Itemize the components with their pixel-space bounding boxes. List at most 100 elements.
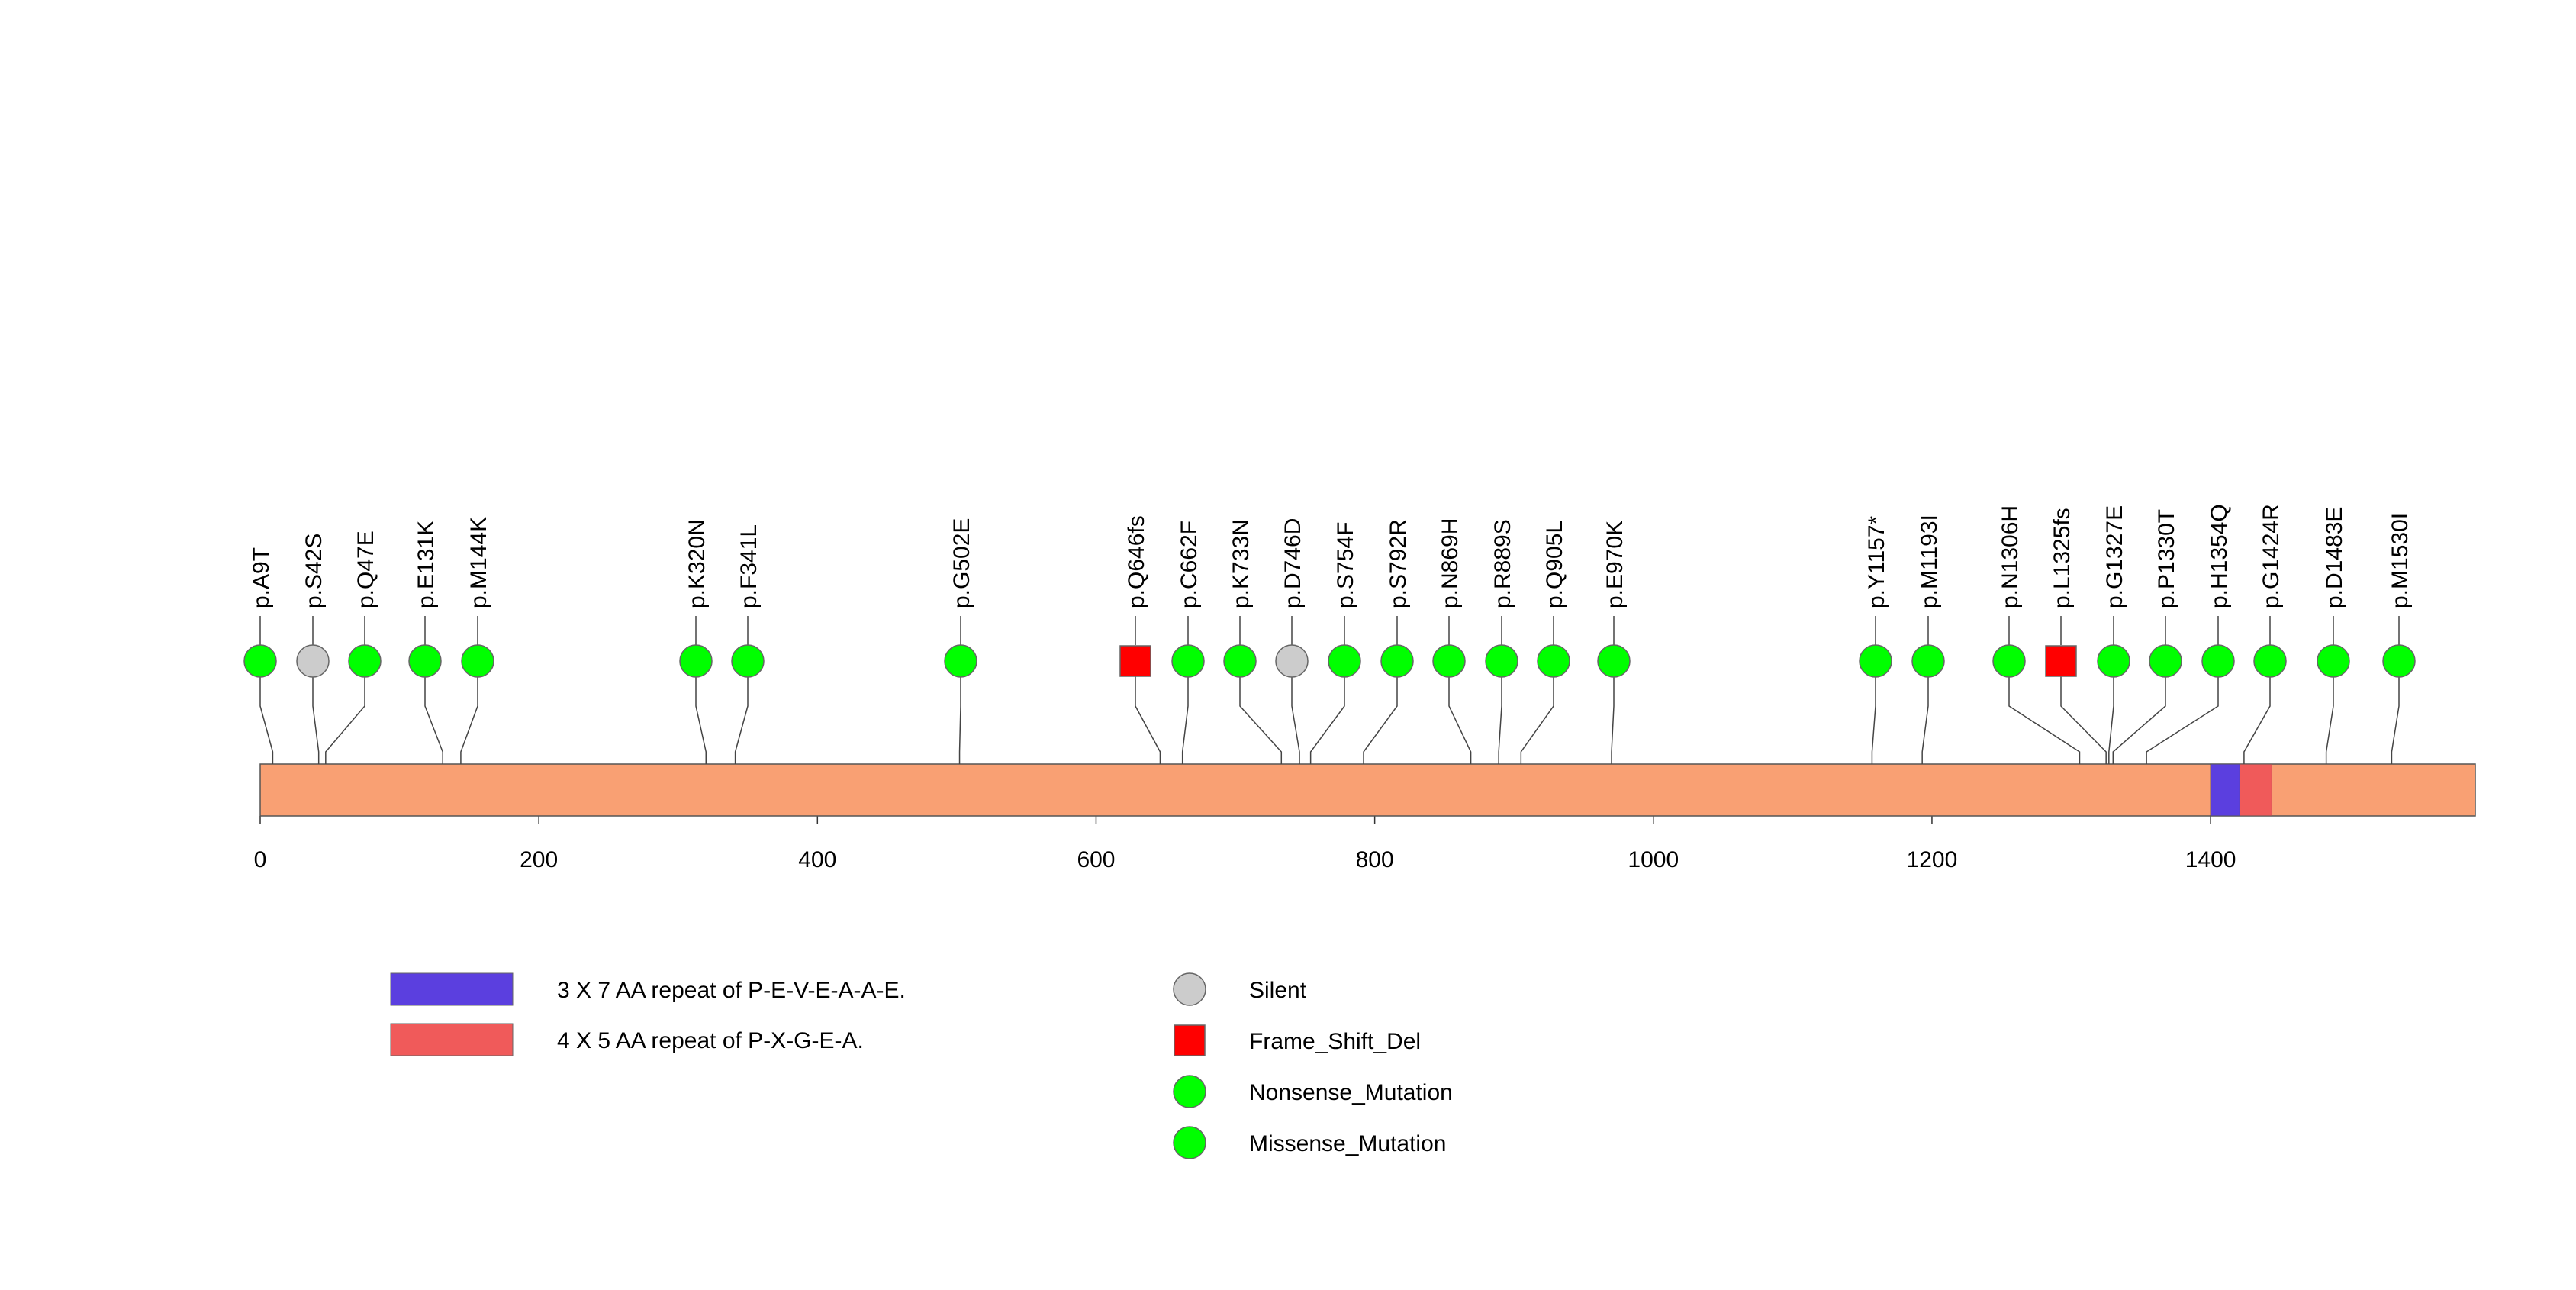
- lollipop-stem: [1871, 661, 1876, 764]
- protein-track: [259, 763, 2476, 817]
- lollipop-stem: [2325, 661, 2334, 764]
- lollipop-stem: [312, 661, 320, 764]
- lollipop: p.A9T: [243, 547, 277, 764]
- lollipop: p.M1530I: [2382, 513, 2416, 764]
- lollipop-stem: [1498, 661, 1502, 764]
- lollipop: p.H1354Q: [2146, 504, 2235, 764]
- mutation-label: p.M1530I: [2388, 513, 2413, 608]
- mutation-label: p.K320N: [684, 519, 710, 608]
- mutation-square-marker: [1119, 645, 1151, 677]
- x-tick-label-400: 400: [798, 847, 836, 872]
- lollipop: p.N869H: [1432, 518, 1472, 764]
- x-axis: 0 200 400 600 800 1000 1200 1400: [254, 816, 2236, 872]
- lollipop-stem: [2112, 661, 2166, 764]
- lollipop: p.Q646fs: [1119, 515, 1161, 764]
- lollipop-stem: [1363, 661, 1398, 764]
- mutation-label: p.R889S: [1490, 519, 1515, 608]
- mutation-circle-marker: [348, 644, 382, 678]
- mutation-label: p.N1306H: [1998, 505, 2023, 608]
- mutation-circle-marker: [1485, 644, 1518, 678]
- mutation-label: p.G502E: [949, 518, 974, 608]
- mutation-circle-marker: [2097, 644, 2130, 678]
- mutation-label: p.E970K: [1602, 521, 1628, 608]
- mutation-label: p.Q47E: [353, 531, 378, 608]
- domain-2: [2239, 763, 2272, 817]
- mutation-circle-marker: [243, 644, 277, 678]
- legend-circle-icon: [1173, 1075, 1206, 1108]
- lollipop: p.K733N: [1223, 519, 1283, 764]
- mutation-circle-marker: [1992, 644, 2026, 678]
- lollipop: p.E970K: [1597, 521, 1631, 764]
- lollipop: p.M144K: [460, 517, 494, 764]
- mutation-label: p.M144K: [466, 517, 491, 608]
- lollipop-stem: [2060, 661, 2107, 764]
- lollipop: p.D746D: [1275, 518, 1309, 764]
- x-tick-label-600: 600: [1077, 847, 1115, 872]
- domain-1: [2210, 763, 2240, 817]
- mutation-circle-marker: [1537, 644, 1570, 678]
- mutation-label: p.Q646fs: [1124, 515, 1149, 608]
- legend-type-label: Missense_Mutation: [1249, 1131, 1446, 1156]
- lollipop-stem: [1181, 661, 1189, 764]
- lollipop: p.D1483E: [2317, 507, 2350, 764]
- mutation-label: p.M1193I: [1917, 514, 1942, 608]
- legend-domain-swatch: [390, 972, 514, 1006]
- lollipop: p.M1193I: [1911, 514, 1945, 764]
- lollipop-stem: [734, 661, 749, 764]
- x-tick-label-1000: 1000: [1628, 847, 1679, 872]
- mutation-label: p.F341L: [736, 524, 762, 608]
- x-tick-label-200: 200: [520, 847, 558, 872]
- lollipop: p.S42S: [296, 534, 330, 764]
- legend-type-label: Silent: [1249, 978, 1307, 1003]
- lollipop-stem: [1135, 661, 1161, 764]
- mutation-circle-marker: [1223, 644, 1257, 678]
- lollipop-stem: [2243, 661, 2271, 764]
- mutation-circle-marker: [2317, 644, 2350, 678]
- mutation-circle-marker: [408, 644, 442, 678]
- lollipop-stem: [2108, 661, 2114, 764]
- legend-domain-swatch: [390, 1023, 514, 1056]
- mutation-label: p.C662F: [1177, 521, 1202, 608]
- lollipop: p.K320N: [679, 519, 713, 764]
- mutation-label: p.G1327E: [2102, 505, 2127, 608]
- mutation-circle-marker: [1328, 644, 1361, 678]
- mutation-label: p.A9T: [249, 547, 274, 608]
- lollipop: p.E131K: [408, 521, 443, 764]
- mutation-circle-marker: [1275, 644, 1309, 678]
- lollipop: p.S754F: [1309, 522, 1361, 764]
- lollipop: p.R889S: [1485, 519, 1518, 764]
- mutation-label: p.L1325fs: [2050, 508, 2075, 608]
- legend-circle-icon: [1173, 1126, 1206, 1159]
- lollipop: p.G1327E: [2097, 505, 2130, 764]
- lollipop: p.S792R: [1363, 519, 1414, 764]
- mutation-circle-marker: [944, 644, 977, 678]
- mutation-circle-marker: [1432, 644, 1466, 678]
- mutation-label: p.P1330T: [2154, 509, 2179, 608]
- mutation-label: p.K733N: [1228, 519, 1254, 608]
- lollipop-stem: [424, 661, 443, 764]
- mutation-circle-marker: [2253, 644, 2287, 678]
- lollipop: p.F341L: [731, 524, 765, 764]
- mutation-circle-marker: [2149, 644, 2182, 678]
- lollipop-stem: [2391, 661, 2400, 764]
- lollipop: p.C662F: [1171, 521, 1205, 764]
- mutation-circle-marker: [1380, 644, 1414, 678]
- lollipop-stem: [1520, 661, 1554, 764]
- lollipop: p.Q47E: [325, 531, 382, 764]
- mutation-label: p.S754F: [1333, 522, 1358, 608]
- legend: 3 X 7 AA repeat of P-E-V-E-A-A-E. 4 X 5 A…: [390, 972, 1453, 1159]
- x-tick-label-1200: 1200: [1907, 847, 1958, 872]
- lollipop: p.P1330T: [2112, 509, 2182, 764]
- mutation-label: p.D746D: [1280, 518, 1306, 608]
- lollipop-group: p.A9T p.S42S p.Q47E p.E131K p.M144K p.K320N p.…: [243, 504, 2416, 764]
- legend-type-label: Nonsense_Mutation: [1249, 1080, 1453, 1105]
- mutation-label: p.H1354Q: [2207, 504, 2232, 608]
- legend-domain-label: 4 X 5 AA repeat of P-X-G-E-A.: [557, 1028, 864, 1053]
- lollipop-stem: [1309, 661, 1345, 764]
- mutation-circle-marker: [1859, 644, 1892, 678]
- mutation-circle-marker: [1171, 644, 1205, 678]
- lollipop-stem: [958, 661, 961, 764]
- lollipop-stem: [1448, 661, 1472, 764]
- legend-type-label: Frame_Shift_Del: [1249, 1029, 1421, 1054]
